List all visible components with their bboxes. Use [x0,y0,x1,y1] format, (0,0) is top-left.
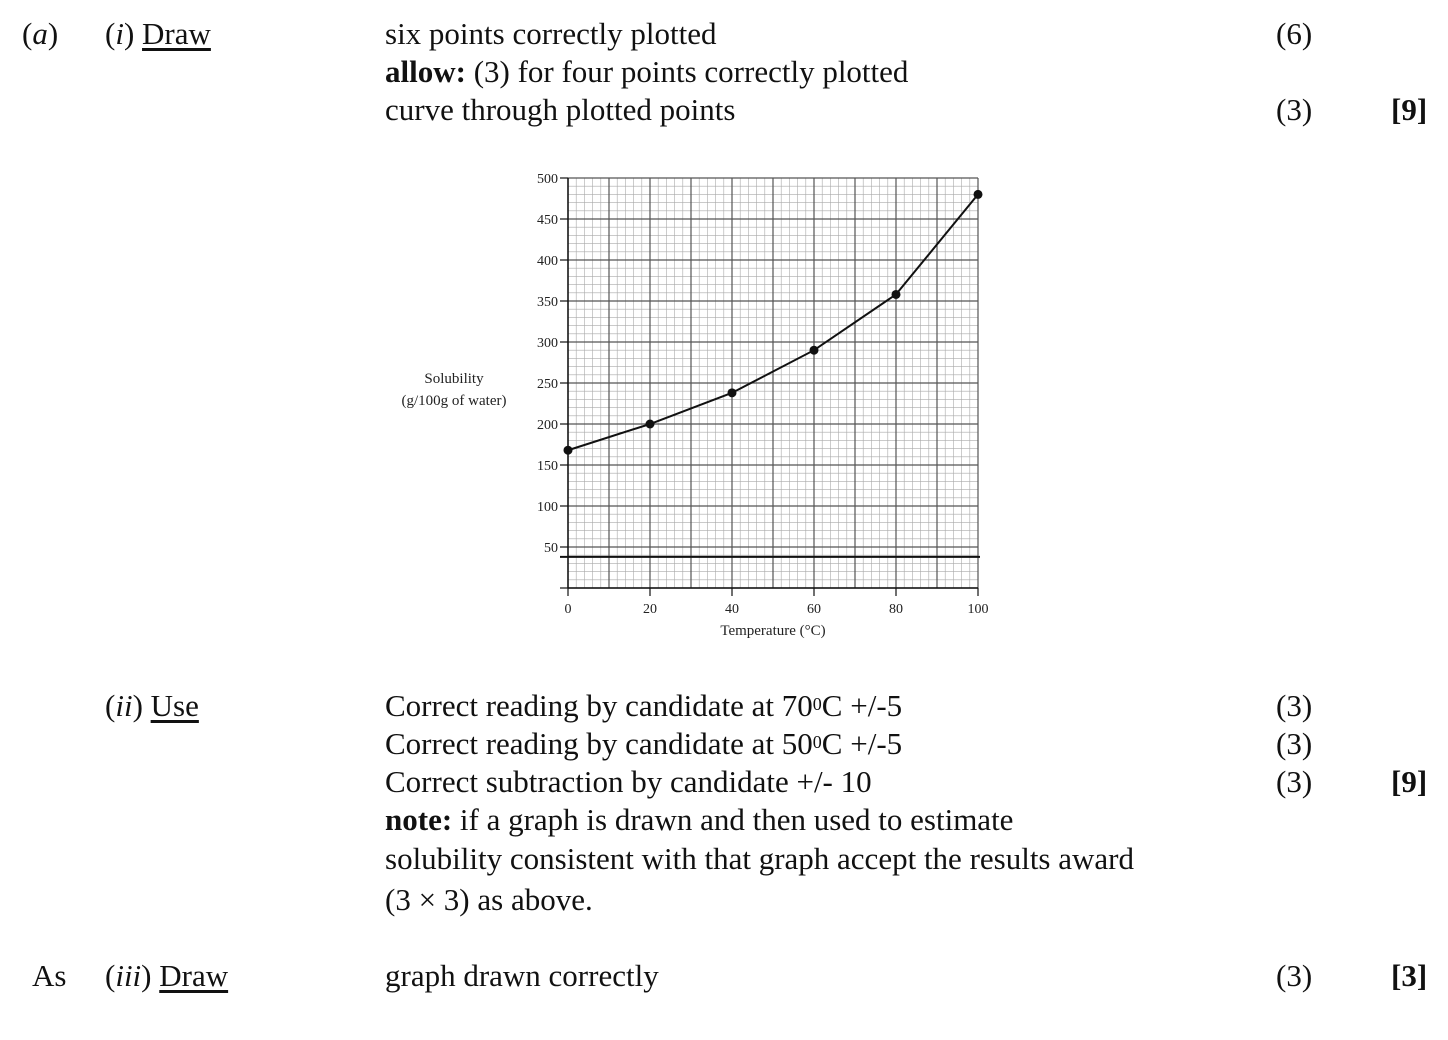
y-tick-label: 50 [544,541,558,556]
x-tick-label: 60 [807,602,821,617]
data-point [973,189,983,199]
part-a-label: (a) [22,16,59,51]
part-iii-label: (iii) Draw [105,958,229,993]
part-ii-line5: solubility consistent with that graph ac… [385,841,1134,876]
x-ticks: 0 20 40 60 80 100 [565,588,989,617]
x-tick-label: 0 [565,602,572,617]
part-ii-line6: (3 × 3) as above. [385,882,593,917]
solubility-chart: 50 100 150 200 250 300 350 400 450 500 0 20 40 60 80 1… [402,172,989,639]
data-point [809,345,819,355]
y-tick-label: 300 [537,336,558,351]
x-axis-label: Temperature (°C) [720,623,825,639]
y-tick-label: 450 [537,213,558,228]
x-tick-label: 40 [725,602,739,617]
part-iii-mark: (3) [1276,958,1313,993]
data-point [645,419,655,429]
y-tick-label: 100 [537,500,558,515]
part-ii-line2: Correct reading by candidate at 500C +/-… [385,726,903,761]
grid-major [567,177,979,589]
y-tick-label: 500 [537,172,558,187]
y-ticks: 50 100 150 200 250 300 350 400 450 500 [537,172,568,589]
part-ii-mark3: (3) [1276,764,1313,799]
part-iii-line: graph drawn correctly [385,958,659,993]
part-i-line3: curve through plotted points [385,92,736,127]
part-i-line2: allow: (3) for four points correctly plo… [385,54,909,89]
x-tick-label: 100 [968,602,989,617]
part-ii-verb: Use [150,688,199,723]
part-ii-line1: Correct reading by candidate at 700C +/-… [385,688,903,723]
part-ii-total: [9] [1391,764,1428,799]
part-iii-prefix: As [32,958,67,993]
part-ii-mark1: (3) [1276,688,1313,723]
y-tick-label: 200 [537,418,558,433]
y-tick-label: 250 [537,377,558,392]
part-i-line1: six points correctly plotted [385,16,717,51]
part-i-mark1: (6) [1276,16,1313,51]
part-ii-line3: Correct subtraction by candidate +/- 10 [385,764,872,799]
part-iii-total: [3] [1391,958,1428,993]
y-axis-label-line2: (g/100g of water) [402,393,507,409]
part-i-label: (i) Draw [105,16,211,51]
y-tick-label: 400 [537,254,558,269]
part-iii-verb: Draw [159,958,229,993]
data-points [563,189,983,455]
x-tick-label: 80 [889,602,903,617]
part-ii-mark2: (3) [1276,726,1313,761]
part-i-mark3: (3) [1276,92,1313,127]
series-line [567,193,979,452]
y-tick-label: 350 [537,295,558,310]
part-ii-label: (ii) Use [105,688,199,723]
part-ii-line4: note: if a graph is drawn and then used … [385,802,1014,837]
x-tick-label: 20 [643,602,657,617]
data-point [891,289,901,299]
part-i-verb: Draw [142,16,211,51]
y-tick-label: 150 [537,459,558,474]
y-axis-label-line1: Solubility [424,371,484,387]
data-point [563,445,573,455]
part-i-total: [9] [1391,92,1428,127]
data-point [727,388,737,398]
